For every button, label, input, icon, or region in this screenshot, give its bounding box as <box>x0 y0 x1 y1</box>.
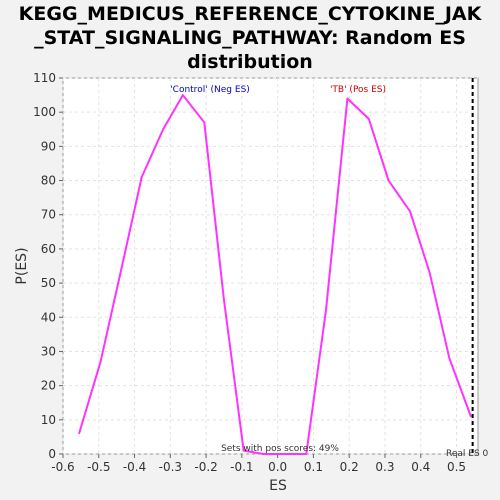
data-point <box>121 265 123 267</box>
x-axis-label: ES <box>269 478 287 494</box>
grid <box>62 77 478 455</box>
data-point <box>140 176 143 178</box>
y-tick-label: 50 <box>41 276 56 290</box>
data-point <box>242 449 245 452</box>
data-point <box>387 179 390 182</box>
data-point <box>78 432 80 435</box>
x-tick-label: 0.5 <box>447 460 466 474</box>
series-layer <box>78 94 472 455</box>
es-distribution-line <box>78 94 472 455</box>
chart-title-line-2: _STAT_SIGNALING_PATHWAY: Random ES <box>34 27 466 49</box>
data-point <box>203 121 206 124</box>
y-axis-label: P(ES) <box>14 247 30 284</box>
data-point <box>346 97 349 100</box>
x-tick-label: -0.1 <box>230 460 253 474</box>
x-tick-label: 0.4 <box>411 460 430 474</box>
y-tick-label: 0 <box>48 447 56 461</box>
neg-es-label: 'Control' (Neg ES) <box>170 85 250 95</box>
y-tick-label: 110 <box>33 71 56 85</box>
y-tick-label: 80 <box>41 174 56 188</box>
x-tick-label: -0.5 <box>87 460 110 474</box>
plot-area <box>62 77 479 455</box>
chart-title-line-1: KEGG_MEDICUS_REFERENCE_CYTOKINE_JAK <box>19 3 483 25</box>
x-tick-label: 0.2 <box>340 460 359 474</box>
data-point <box>368 118 370 120</box>
data-point <box>223 299 225 301</box>
data-point <box>182 94 184 96</box>
data-point <box>162 128 164 131</box>
y-tick-label: 60 <box>41 242 56 256</box>
x-tick-label: 0.3 <box>375 460 394 474</box>
x-tick-label: 0.1 <box>304 460 323 474</box>
y-tick-label: 20 <box>41 379 56 393</box>
pos-es-label: 'TB' (Pos ES) <box>330 85 386 95</box>
data-point <box>305 453 308 455</box>
x-tick-label: -0.4 <box>123 460 146 474</box>
data-point <box>428 272 431 274</box>
y-tick-label: 100 <box>33 105 56 119</box>
data-point <box>325 309 327 312</box>
data-point <box>99 360 102 363</box>
x-tick-label: -0.6 <box>51 460 74 474</box>
data-point <box>409 210 411 213</box>
chart-title-line-3: distribution <box>187 51 313 73</box>
data-point <box>448 357 451 360</box>
axis-ticks: -0.6 -0.5 -0.4 -0.3 -0.2 -0.1 0.0 0.1 0.2 0.3 0.4 0… <box>33 71 466 474</box>
x-tick-label: 0.0 <box>268 460 287 474</box>
y-tick-label: 70 <box>41 208 56 222</box>
real-es-label: Real ES 0 <box>446 449 489 459</box>
y-tick-label: 90 <box>41 139 56 153</box>
y-tick-label: 30 <box>41 344 56 358</box>
x-tick-label: -0.3 <box>159 460 182 474</box>
data-point <box>284 453 286 455</box>
x-tick-label: -0.2 <box>194 460 217 474</box>
data-point <box>470 415 472 418</box>
data-point <box>262 453 265 455</box>
sets-pos-scores-label: Sets with pos scores: 49% <box>221 444 339 454</box>
y-tick-label: 10 <box>41 413 56 427</box>
y-tick-label: 40 <box>41 310 56 324</box>
